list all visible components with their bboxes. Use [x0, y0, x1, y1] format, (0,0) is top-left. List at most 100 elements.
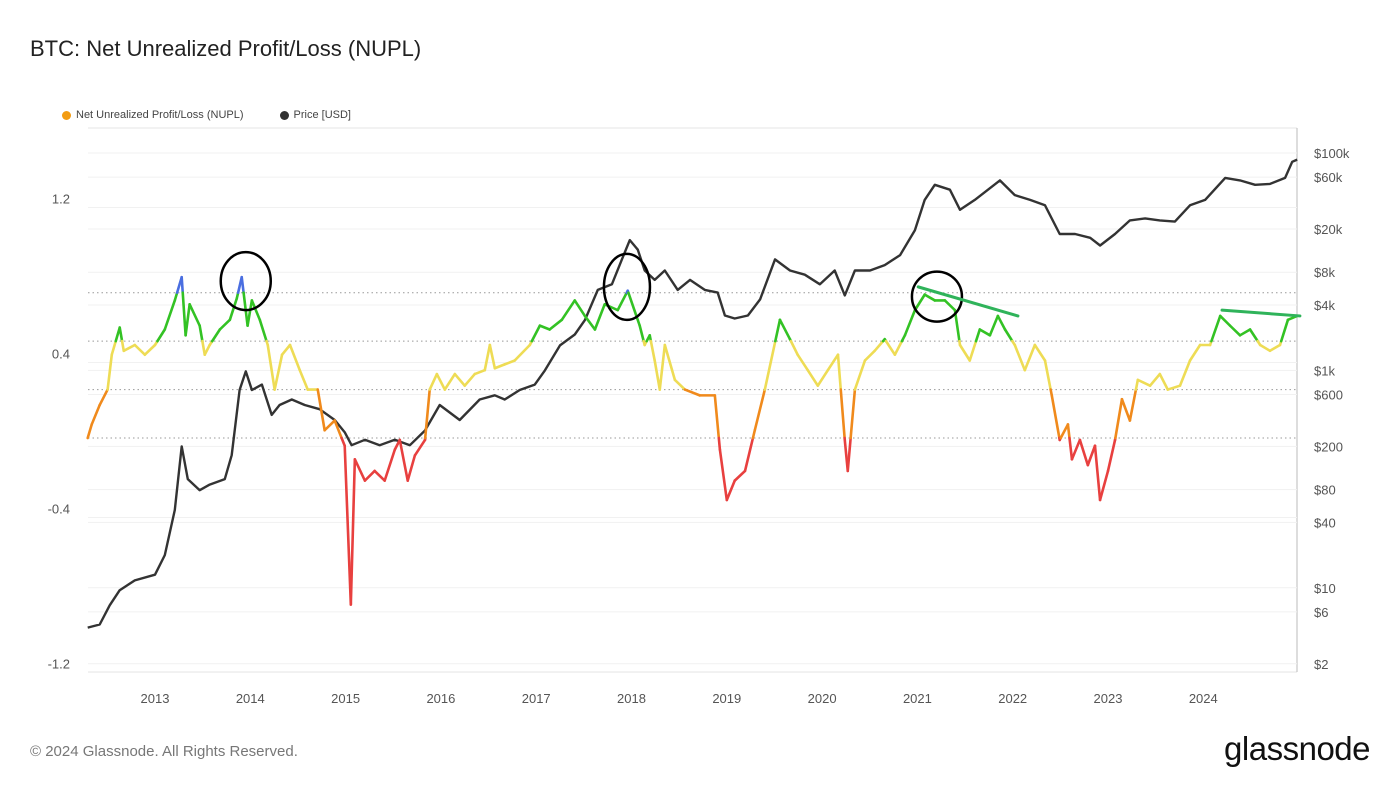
nupl-segment	[453, 372, 467, 387]
nupl-segment	[106, 353, 114, 391]
legend-label-nupl: Net Unrealized Profit/Loss (NUPL)	[76, 109, 244, 121]
nupl-segment	[1166, 384, 1182, 391]
nupl-segment	[435, 372, 447, 391]
right-tick-label: $10	[1314, 581, 1336, 596]
nupl-segment	[743, 436, 755, 473]
nupl-segment	[493, 363, 506, 370]
nupl-segment	[853, 359, 867, 391]
x-axis-ticks: 2013 2014 2015 2016 2017 2018 2019 2020 2021 2022…	[141, 691, 1218, 706]
nupl-segment	[488, 343, 497, 370]
nupl-segment	[996, 314, 1007, 331]
nupl-segment	[638, 324, 645, 343]
nupl-segment	[1023, 343, 1037, 372]
chart-legend: Net Unrealized Profit/Loss (NUPL) Price …	[62, 109, 351, 121]
x-tick-label: 2018	[617, 691, 646, 706]
legend-item-nupl[interactable]: Net Unrealized Profit/Loss (NUPL)	[62, 109, 244, 121]
nupl-segment	[398, 438, 410, 482]
nupl-segment	[1248, 328, 1259, 343]
nupl-segment	[173, 291, 179, 302]
nupl-segment	[110, 339, 118, 356]
right-axis-ticks: $100k $60k $20k $8k $4k $1k $600 $200 $80 $40 $10 $…	[1314, 146, 1350, 672]
nupl-segment	[751, 428, 757, 440]
legend-item-price[interactable]: Price [USD]	[279, 109, 351, 121]
nupl-segment	[923, 293, 937, 302]
legend-dot-nupl	[62, 110, 71, 120]
nupl-segment	[473, 368, 487, 376]
right-tick-label: $1k	[1314, 363, 1335, 378]
nupl-segment	[774, 318, 782, 343]
right-tick-label: $40	[1314, 515, 1336, 530]
nupl-segment	[198, 324, 204, 343]
nupl-segment	[218, 318, 232, 331]
nupl-segment	[763, 339, 777, 391]
nupl-segment	[884, 339, 897, 356]
nupl-segment	[188, 303, 201, 327]
left-tick-label: -0.4	[48, 502, 70, 517]
nupl-segment	[333, 419, 343, 440]
right-tick-label: $8k	[1314, 265, 1335, 280]
nupl-segment	[1120, 397, 1132, 422]
right-tick-label: $60k	[1314, 170, 1343, 185]
nupl-segment	[893, 339, 904, 356]
x-tick-label: 2016	[426, 691, 455, 706]
right-tick-label: $200	[1314, 439, 1343, 454]
nupl-segment	[713, 394, 721, 440]
nupl-segment	[968, 339, 978, 362]
nupl-segment	[373, 469, 386, 482]
nupl-segment	[343, 444, 353, 606]
nupl-segment	[839, 388, 846, 440]
nupl-segment	[463, 372, 477, 387]
nupl-segment	[90, 403, 101, 426]
nupl-segment	[548, 318, 564, 331]
nupl-segment	[443, 372, 457, 391]
annotations	[219, 250, 1302, 323]
nupl-segment	[1228, 324, 1242, 337]
nupl-segment	[593, 303, 606, 331]
nupl-segment	[1070, 438, 1082, 461]
legend-dot-price	[279, 110, 289, 120]
x-tick-label: 2023	[1094, 691, 1123, 706]
left-tick-label: 1.2	[52, 192, 70, 207]
nupl-segment	[1134, 378, 1140, 391]
nupl-segment	[560, 299, 577, 322]
nupl-segment	[184, 303, 191, 337]
nupl-segment	[513, 343, 532, 362]
nupl-segment	[258, 318, 268, 343]
x-tick-label: 2013	[141, 691, 170, 706]
nupl-segment	[974, 328, 982, 343]
nupl-segment	[653, 359, 662, 391]
nupl-segment	[156, 328, 167, 343]
annotation-circle	[910, 270, 964, 323]
nupl-segment	[816, 368, 830, 387]
nupl-segment	[753, 388, 767, 432]
nupl-segment	[349, 458, 357, 606]
x-tick-label: 2017	[522, 691, 551, 706]
nupl-segment	[1210, 314, 1222, 343]
nupl-segment	[1086, 444, 1097, 467]
nupl-segment	[201, 339, 207, 356]
nupl-segment	[943, 299, 957, 312]
x-tick-label: 2024	[1189, 691, 1218, 706]
nupl-segment	[627, 291, 642, 327]
nupl-segment	[718, 448, 729, 502]
nupl-segment	[1003, 328, 1014, 343]
right-tick-label: $100k	[1314, 146, 1350, 161]
nupl-segment	[1059, 423, 1070, 440]
annotation-circle	[602, 252, 652, 322]
nupl-segment	[846, 436, 852, 473]
nupl-segment	[181, 291, 187, 337]
x-tick-label: 2021	[903, 691, 932, 706]
copyright-footer: © 2024 Glassnode. All Rights Reserved.	[30, 743, 298, 760]
nupl-segment	[280, 343, 292, 356]
nupl-segment	[1178, 359, 1192, 387]
nupl-segment	[122, 343, 137, 353]
nupl-segment	[1218, 314, 1232, 327]
nupl-segment	[530, 324, 542, 343]
nupl-segment	[483, 343, 492, 372]
nupl-segment	[133, 343, 147, 356]
nupl-segment	[1033, 343, 1047, 362]
nupl-segment	[649, 339, 656, 362]
grid-lines	[88, 127, 1298, 673]
nupl-series	[86, 275, 1299, 606]
